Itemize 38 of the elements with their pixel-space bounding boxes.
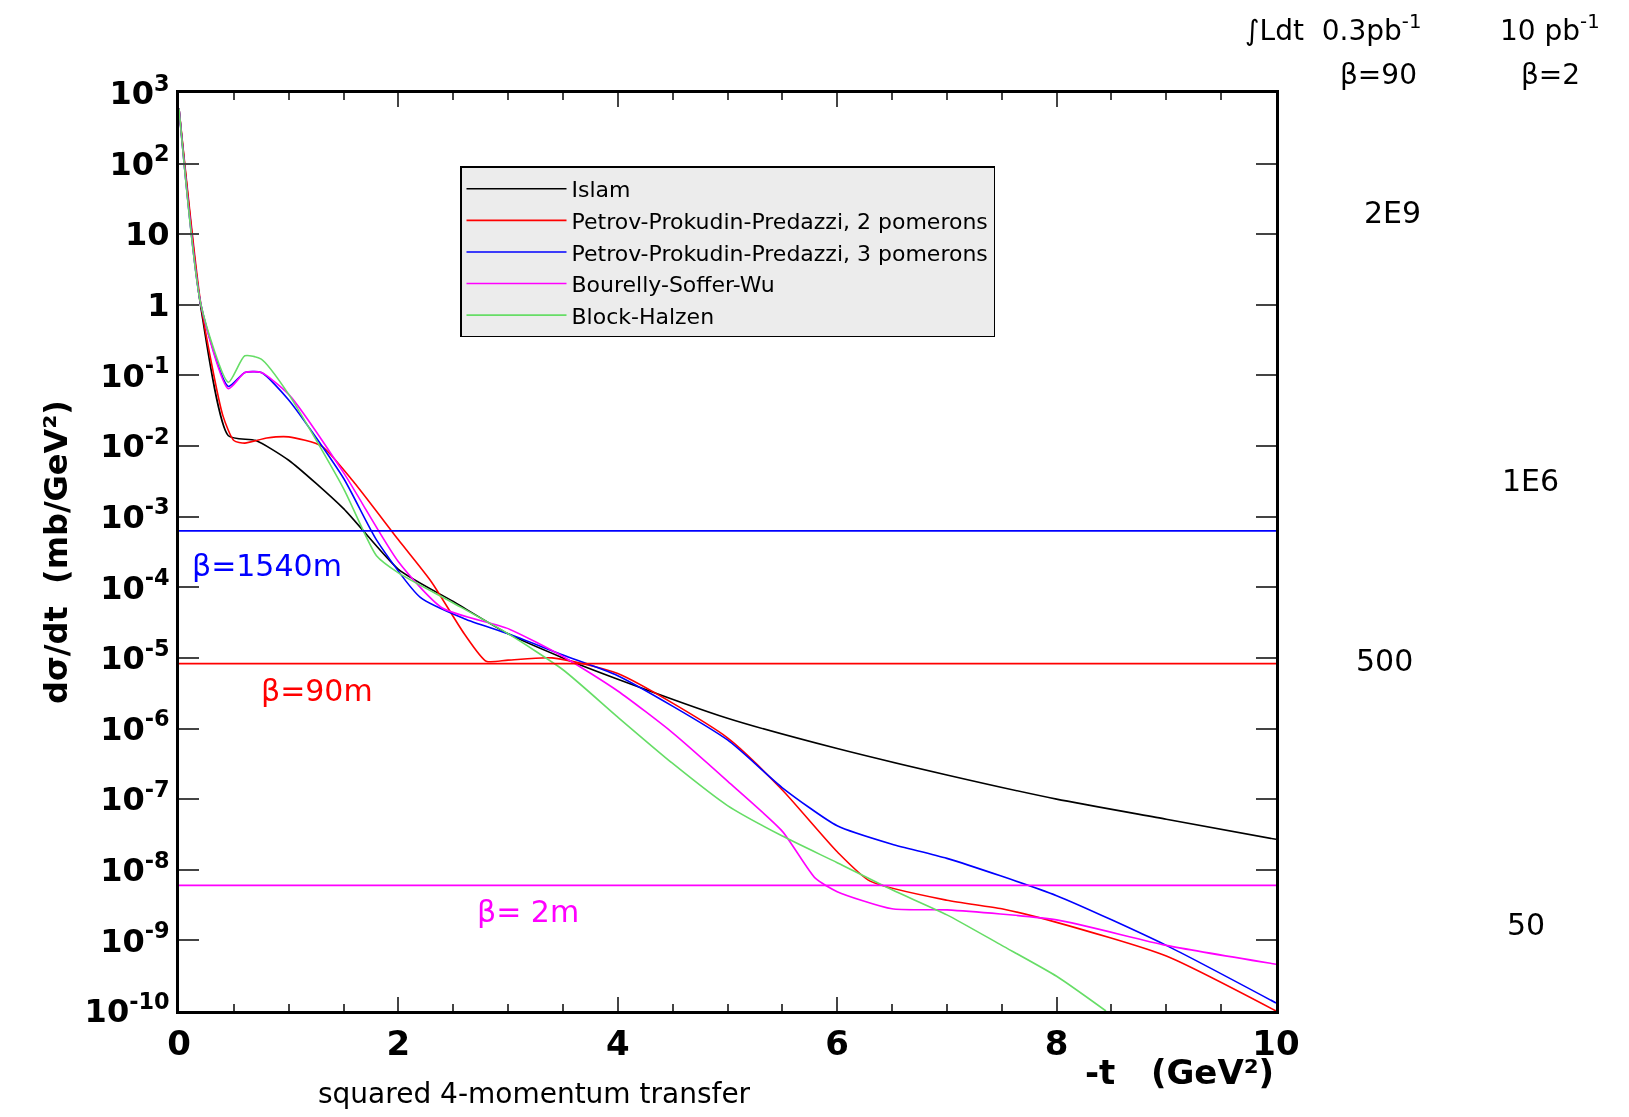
legend-label: Islam: [571, 177, 631, 203]
y-axis-title: dσ/dt (mb/GeV²): [36, 400, 75, 704]
text: ∫Ldt 0.3pb$^{-1}$: [1245, 10, 1422, 47]
x-tick-label: 4: [605, 1022, 630, 1063]
annotation: β=90m: [261, 673, 373, 708]
y-tick-label: 10$^{-5}$: [100, 634, 170, 678]
x-tick-label: 6: [825, 1022, 850, 1063]
y-tick-label: 10$^{-1}$: [100, 352, 170, 395]
y-tick-label: 10$^{-4}$: [100, 564, 170, 607]
annotation: β= 2m: [477, 894, 580, 929]
legend-label: Block-Halzen: [571, 303, 715, 329]
text: 500: [1356, 643, 1414, 678]
text: 1E6: [1502, 463, 1560, 498]
text: 2E9: [1364, 195, 1422, 230]
y-tick-label: 10: [125, 215, 170, 254]
x-tick-label: 8: [1044, 1022, 1069, 1063]
y-tick-label: 10$^{-2}$: [100, 422, 170, 466]
y-tick-label: 10$^{3}$: [109, 69, 170, 113]
text: β=2: [1521, 58, 1581, 91]
x-tick-label: 0: [167, 1022, 191, 1063]
text: 10 pb$^{-1}$: [1500, 10, 1600, 47]
legend-label: Petrov-Prokudin-Predazzi, 3 pomerons: [571, 240, 988, 266]
text: 50: [1507, 907, 1546, 942]
legend-label: Bourelly-Soffer-Wu: [571, 272, 775, 298]
legend-label: Petrov-Prokudin-Predazzi, 2 pomerons: [571, 208, 988, 234]
annotation: β=1540m: [192, 548, 342, 583]
y-tick-label: 10$^{2}$: [109, 140, 170, 183]
y-tick-label: 10$^{-10}$: [84, 987, 170, 1031]
y-tick-label: 10$^{-6}$: [100, 705, 170, 748]
y-tick-label: 1: [147, 286, 170, 325]
y-tick-label: 10$^{-3}$: [100, 493, 170, 536]
y-tick-label: 10$^{-7}$: [100, 775, 170, 819]
text: squared 4-momentum transfer: [318, 1077, 751, 1110]
y-tick-label: 10$^{-9}$: [100, 917, 170, 960]
y-tick-label: 10$^{-8}$: [100, 846, 170, 889]
x-tick-label: 2: [386, 1022, 411, 1063]
line-series: [179, 107, 1107, 1011]
text: β=90: [1340, 58, 1417, 91]
